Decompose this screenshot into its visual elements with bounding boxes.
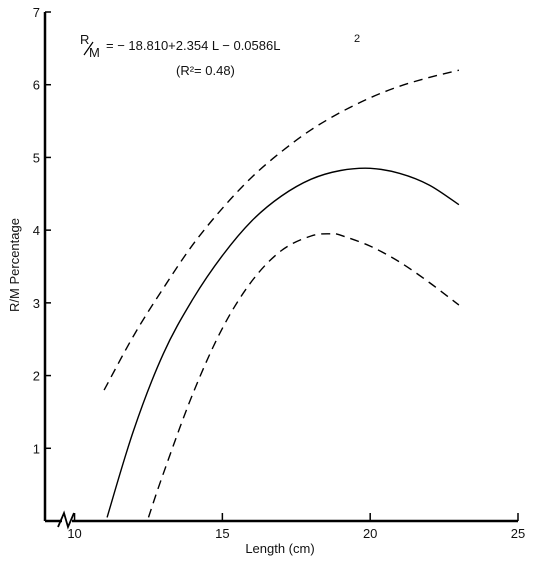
fitted-curve-line bbox=[106, 167, 460, 518]
x-axis bbox=[45, 510, 518, 530]
x-tick-label-1: 15 bbox=[215, 526, 229, 541]
x-tick-label-0: 10 bbox=[67, 526, 81, 541]
annotation-r: R bbox=[80, 32, 89, 47]
y-tick-label-0: 1 bbox=[33, 441, 40, 456]
equation-annotation: R M = − 18.810+2.354 L − 0.0586L 2 (R²= … bbox=[80, 32, 360, 78]
upper-bound-dashed-line bbox=[103, 69, 460, 391]
annotation-slash bbox=[83, 41, 94, 56]
annotation-equation: = − 18.810+2.354 L − 0.0586L bbox=[106, 38, 280, 53]
axis-break-icon bbox=[57, 510, 75, 530]
annotation-exponent: 2 bbox=[354, 33, 360, 45]
x-tick-label-2: 20 bbox=[363, 526, 377, 541]
y-axis-label: R/M Percentage bbox=[7, 218, 22, 312]
series-group bbox=[103, 69, 460, 518]
x-axis-label: Length (cm) bbox=[245, 541, 314, 556]
y-tick-label-3: 4 bbox=[33, 223, 40, 238]
y-ticks: 1 2 3 4 5 6 7 bbox=[33, 5, 51, 456]
y-tick-label-1: 2 bbox=[33, 369, 40, 384]
y-tick-label-4: 5 bbox=[33, 150, 40, 165]
lower-bound-dashed-line bbox=[147, 232, 460, 518]
x-ticks: 10 15 20 25 bbox=[67, 513, 525, 541]
x-tick-label-3: 25 bbox=[511, 526, 525, 541]
annotation-m: M bbox=[89, 45, 100, 60]
y-tick-label-5: 6 bbox=[33, 78, 40, 93]
y-tick-label-6: 7 bbox=[33, 5, 40, 20]
annotation-r-squared: (R²= 0.48) bbox=[176, 63, 235, 78]
y-tick-label-2: 3 bbox=[33, 296, 40, 311]
